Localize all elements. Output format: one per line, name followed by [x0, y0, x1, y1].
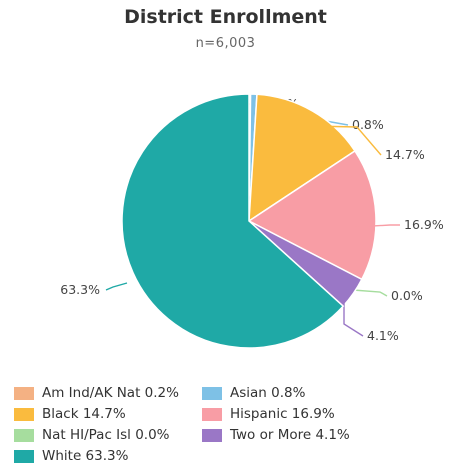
legend-item-nat-hi-pac-isl: Nat HI/Pac Isl 0.0%	[14, 426, 170, 444]
legend-label-asian: Asian 0.8%	[230, 385, 306, 401]
leader-line-hispanic	[354, 224, 400, 228]
legend-swatch-two-or-more	[202, 428, 222, 442]
data-label-hispanic: 16.9%	[404, 217, 444, 232]
legend-swatch-am-ind-ak-nat	[14, 386, 34, 400]
legend-item-am-ind-ak-nat: Am Ind/AK Nat 0.2%	[14, 384, 179, 402]
slice-hispanic	[247, 149, 377, 281]
data-label-white: 63.3%	[60, 282, 100, 297]
legend-swatch-white	[14, 449, 34, 463]
legend-item-two-or-more: Two or More 4.1%	[202, 426, 350, 444]
leader-line-white	[105, 282, 128, 291]
legend-item-white: White 63.3%	[14, 447, 128, 465]
legend-item-asian: Asian 0.8%	[202, 384, 305, 402]
leader-line-black	[310, 125, 382, 156]
legend-swatch-hispanic	[202, 407, 222, 421]
legend-swatch-black	[14, 407, 34, 421]
data-label-nat-hi-pac-isl: 0.0%	[391, 288, 423, 303]
pie-chart: 0.2%0.8%14.7%16.9%0.0%4.1%63.3%	[60, 93, 444, 349]
chart-subtitle: n=6,003	[195, 36, 256, 51]
data-label-two-or-more: 4.1%	[367, 328, 399, 343]
legend-label-black: Black 14.7%	[42, 406, 126, 422]
chart-title: District Enrollment	[124, 6, 327, 28]
slice-white	[121, 93, 345, 349]
leader-line-nat-hi-pac-isl	[352, 289, 388, 297]
legend-label-white: White 63.3%	[42, 448, 129, 464]
legend-swatch-nat-hi-pac-isl	[14, 428, 34, 442]
legend-item-hispanic: Hispanic 16.9%	[202, 405, 335, 423]
legend-swatch-asian	[202, 386, 222, 400]
legend-label-hispanic: Hispanic 16.9%	[230, 406, 335, 422]
legend-label-nat-hi-pac-isl: Nat HI/Pac Isl 0.0%	[42, 427, 170, 443]
legend-item-black: Black 14.7%	[14, 405, 126, 423]
legend-label-am-ind-ak-nat: Am Ind/AK Nat 0.2%	[42, 385, 179, 401]
data-label-black: 14.7%	[385, 147, 425, 162]
data-label-asian: 0.8%	[352, 117, 384, 132]
legend-label-two-or-more: Two or More 4.1%	[230, 427, 350, 443]
